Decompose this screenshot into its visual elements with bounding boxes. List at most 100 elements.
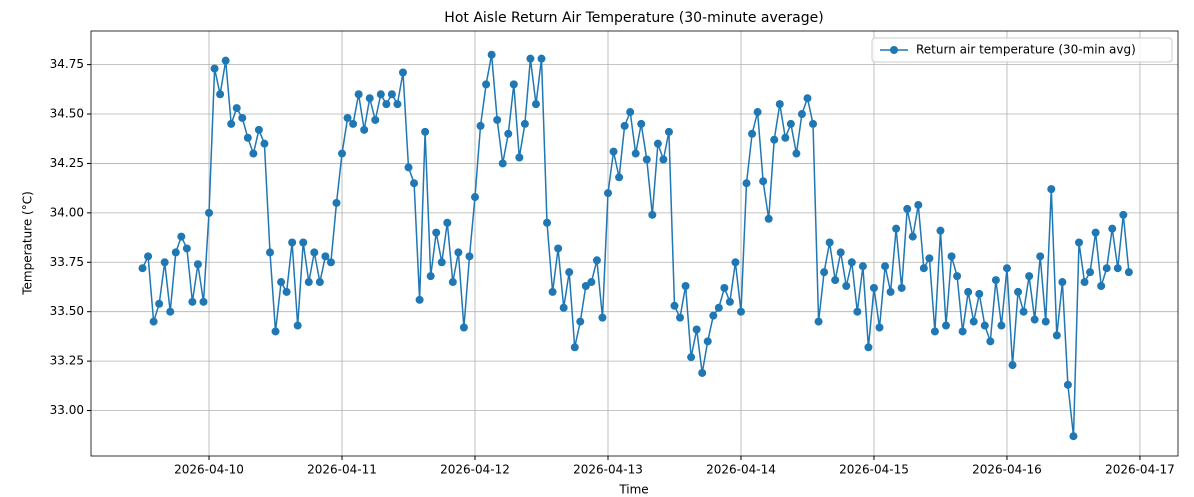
data-point	[565, 268, 574, 277]
data-point	[958, 327, 967, 336]
data-point	[144, 252, 153, 261]
x-tick-label: 2026-04-10	[174, 463, 244, 477]
data-point	[509, 80, 518, 89]
data-point	[1014, 287, 1023, 296]
data-point	[338, 149, 347, 158]
data-point	[421, 127, 430, 136]
legend-label: Return air temperature (30-min avg)	[916, 43, 1136, 57]
y-tick-label: 34.75	[50, 57, 84, 71]
data-point	[1063, 380, 1072, 389]
data-point	[631, 149, 640, 158]
data-point	[321, 252, 330, 261]
data-point	[814, 317, 823, 326]
data-point	[936, 226, 945, 235]
data-point	[415, 295, 424, 304]
data-point	[964, 287, 973, 296]
data-point	[637, 119, 646, 128]
data-point	[349, 119, 358, 128]
x-tick-label: 2026-04-16	[972, 463, 1042, 477]
data-point	[570, 343, 579, 352]
data-point	[249, 149, 258, 158]
data-point	[182, 244, 191, 253]
data-point	[1119, 210, 1128, 219]
data-point	[576, 317, 585, 326]
data-point	[343, 113, 352, 122]
data-point	[1124, 268, 1133, 277]
data-point	[155, 299, 164, 308]
data-point	[1091, 228, 1100, 237]
data-point	[260, 139, 269, 148]
data-point	[836, 248, 845, 257]
data-point	[714, 303, 723, 312]
legend: Return air temperature (30-min avg)	[871, 37, 1173, 63]
data-point	[947, 252, 956, 261]
data-point	[498, 159, 507, 168]
data-point	[520, 119, 529, 128]
y-tick-label: 34.50	[50, 107, 84, 121]
data-point	[664, 127, 673, 136]
data-point	[969, 317, 978, 326]
data-point	[847, 258, 856, 267]
data-point	[398, 68, 407, 77]
data-point	[465, 252, 474, 261]
data-point	[504, 129, 513, 138]
data-point	[748, 129, 757, 138]
data-point	[709, 311, 718, 320]
data-point	[210, 64, 219, 73]
data-point	[703, 337, 712, 346]
data-point	[1108, 224, 1117, 233]
data-point	[626, 108, 635, 117]
data-point	[692, 325, 701, 334]
data-point	[1008, 361, 1017, 370]
data-point	[598, 313, 607, 322]
data-point	[731, 258, 740, 267]
y-tick-label: 34.25	[50, 156, 84, 170]
data-point	[365, 94, 374, 103]
data-point	[997, 321, 1006, 330]
data-point	[299, 238, 308, 247]
data-point	[642, 155, 651, 164]
data-point	[953, 272, 962, 281]
data-point	[781, 133, 790, 142]
data-point	[426, 272, 435, 281]
data-point	[232, 104, 241, 113]
x-tick-label: 2026-04-14	[706, 463, 776, 477]
data-point	[238, 113, 247, 122]
data-point	[382, 100, 391, 109]
data-point	[216, 90, 225, 99]
y-tick-label: 33.75	[50, 255, 84, 269]
data-point	[869, 283, 878, 292]
y-tick-label: 33.00	[50, 403, 84, 417]
data-point	[720, 283, 729, 292]
data-point	[188, 297, 197, 306]
data-point	[1041, 317, 1050, 326]
data-point	[277, 278, 286, 287]
x-tick-label: 2026-04-11	[307, 463, 377, 477]
data-point	[986, 337, 995, 346]
data-point	[387, 90, 396, 99]
data-point	[282, 287, 291, 296]
data-point	[371, 115, 380, 124]
data-point	[620, 121, 629, 130]
data-point	[254, 125, 263, 134]
data-point	[205, 208, 214, 217]
data-point	[1074, 238, 1083, 247]
data-point	[759, 177, 768, 186]
data-point	[332, 198, 341, 207]
data-point	[615, 173, 624, 182]
data-point	[1097, 282, 1106, 290]
data-point	[454, 248, 463, 257]
data-point	[797, 110, 806, 119]
data-point	[1047, 185, 1056, 194]
data-point	[199, 297, 208, 306]
data-point	[676, 313, 685, 322]
data-point	[753, 108, 762, 117]
data-point	[1102, 264, 1111, 273]
plot-frame	[90, 30, 1179, 457]
data-point	[476, 121, 485, 130]
data-point	[930, 327, 939, 336]
data-point	[908, 232, 917, 241]
data-point	[842, 282, 851, 290]
data-point	[243, 133, 252, 142]
